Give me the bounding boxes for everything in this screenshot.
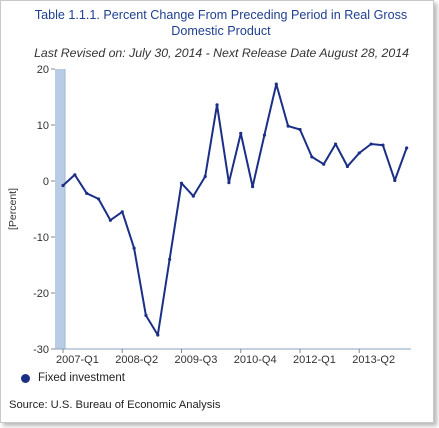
data-point: [251, 185, 255, 189]
data-point: [203, 174, 207, 179]
y-tick-label: -10: [33, 232, 49, 244]
data-point: [333, 142, 338, 146]
data-point: [381, 143, 385, 147]
data-point: [239, 131, 243, 135]
data-point: [357, 151, 361, 155]
x-ticks: 2007-Q1 2008-Q2 2009-Q3 2010-Q4 2012-Q1 2013-…: [56, 349, 395, 366]
data-point: [73, 173, 77, 177]
y-tick-label: 20: [37, 64, 49, 76]
y-tick-label: -20: [33, 288, 49, 300]
data-point: [345, 164, 349, 169]
x-tick-label: 2010-Q4: [234, 354, 277, 366]
y-axis-band: [55, 69, 65, 349]
y-ticks: 20 10 0 -10 -20 -30: [33, 64, 55, 356]
legend-label: Fixed investment: [38, 372, 125, 384]
x-tick-label: 2007-Q1: [56, 354, 99, 366]
data-point: [310, 155, 314, 159]
chart-title: Table 1.1.1. Percent Change From Precedi…: [34, 8, 408, 38]
data-point: [85, 191, 89, 195]
y-tick-label: 0: [43, 176, 49, 188]
source-note: Source: U.S. Bureau of Economic Analysis: [9, 399, 221, 411]
data-point: [215, 103, 219, 107]
data-point: [262, 133, 267, 137]
series-layer: [61, 82, 409, 337]
data-point: [144, 313, 148, 317]
chart-subtitle: Last Revised on: July 30, 2014 - Next Re…: [34, 46, 409, 60]
x-tick-label: 2008-Q2: [115, 354, 158, 366]
data-point: [405, 146, 409, 150]
data-point: [96, 197, 101, 201]
data-point: [120, 210, 124, 214]
y-tick-label: 10: [37, 120, 49, 132]
data-point: [132, 246, 136, 250]
data-point: [108, 218, 112, 222]
legend-marker: [21, 373, 30, 383]
data-point: [179, 181, 184, 185]
data-point: [191, 194, 195, 198]
chart-panel: Table 1.1.1. Percent Change From Precedi…: [0, 0, 434, 423]
data-point: [286, 124, 290, 128]
data-point: [227, 181, 231, 185]
data-point: [274, 82, 278, 86]
x-tick-label: 2012-Q1: [293, 354, 336, 366]
data-point: [298, 127, 302, 132]
series-line: [62, 83, 408, 336]
y-tick-label: -30: [33, 344, 49, 356]
data-point: [156, 333, 160, 337]
x-tick-label: 2013-Q2: [352, 354, 395, 366]
data-point: [168, 257, 172, 261]
data-point: [322, 162, 326, 166]
data-point: [61, 183, 65, 188]
data-point: [393, 178, 397, 183]
x-tick-label: 2009-Q3: [175, 354, 218, 366]
data-point: [369, 142, 373, 146]
legend: Fixed investment: [21, 372, 125, 384]
y-axis-label: [Percent]: [7, 188, 19, 230]
